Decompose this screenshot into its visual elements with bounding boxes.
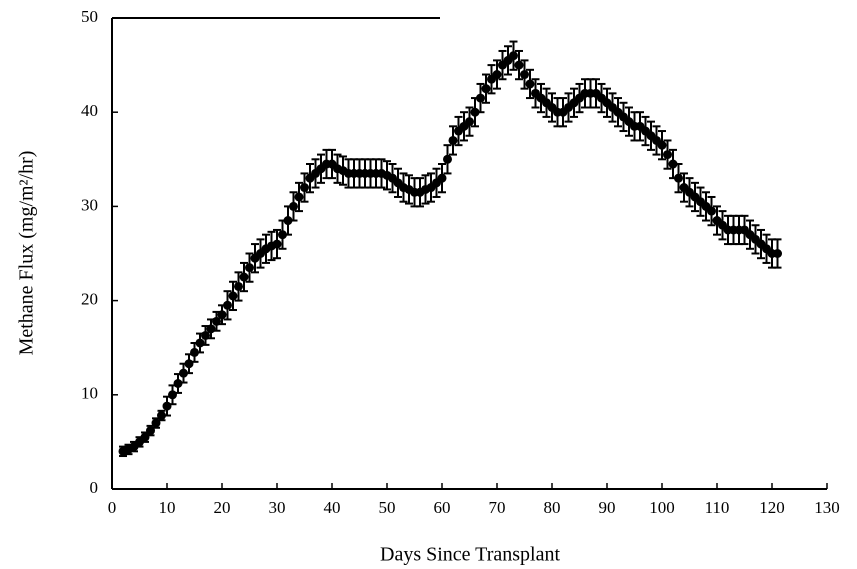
point [443, 154, 452, 164]
point [674, 173, 683, 183]
y-tick-label: 30 [81, 195, 98, 214]
y-tick-label: 40 [81, 101, 98, 120]
point [707, 206, 716, 216]
x-tick-label: 110 [705, 498, 730, 517]
point [239, 272, 249, 282]
y-axis-title: Methane Flux (mg/m²/hr) [16, 151, 38, 356]
point [157, 411, 166, 421]
x-tick-label: 0 [108, 498, 117, 517]
point [289, 201, 298, 211]
point [294, 192, 304, 202]
x-tick-label: 20 [214, 498, 231, 517]
point [492, 70, 502, 80]
point [470, 107, 480, 117]
x-tick-label: 10 [159, 498, 176, 517]
point [448, 135, 458, 145]
point [184, 359, 194, 369]
y-tick-label: 10 [81, 384, 98, 403]
point [525, 79, 535, 89]
point [668, 159, 678, 169]
point [217, 310, 227, 320]
point [657, 140, 667, 150]
point [481, 84, 491, 94]
x-tick-label: 60 [434, 498, 451, 517]
point [509, 51, 518, 61]
point [272, 239, 282, 249]
point [234, 281, 243, 291]
x-tick-label: 130 [814, 498, 840, 517]
point [206, 324, 216, 334]
point [173, 378, 183, 388]
x-tick-label: 40 [324, 498, 341, 517]
x-tick-label: 50 [379, 498, 396, 517]
x-axis-title: Days Since Transplant [380, 544, 560, 566]
point [179, 368, 188, 378]
x-tick-label: 70 [489, 498, 506, 517]
x-tick-label: 80 [544, 498, 561, 517]
point [245, 263, 254, 273]
point [228, 291, 238, 301]
point [168, 390, 177, 400]
x-tick-label: 100 [649, 498, 675, 517]
point [162, 401, 172, 411]
y-tick-label: 0 [90, 478, 99, 497]
point [223, 300, 232, 310]
x-tick-label: 120 [759, 498, 785, 517]
point [195, 338, 205, 348]
point [190, 347, 199, 357]
x-tick-label: 30 [269, 498, 286, 517]
x-tick-label: 90 [599, 498, 616, 517]
point [514, 60, 524, 70]
point [278, 230, 287, 240]
point [520, 70, 529, 80]
y-tick-label: 50 [81, 7, 98, 26]
point [476, 93, 485, 103]
point [663, 150, 672, 160]
y-tick-label: 20 [81, 290, 98, 309]
point [300, 183, 309, 193]
point [773, 249, 782, 258]
point [437, 173, 447, 183]
point [465, 117, 474, 127]
point [283, 216, 293, 226]
